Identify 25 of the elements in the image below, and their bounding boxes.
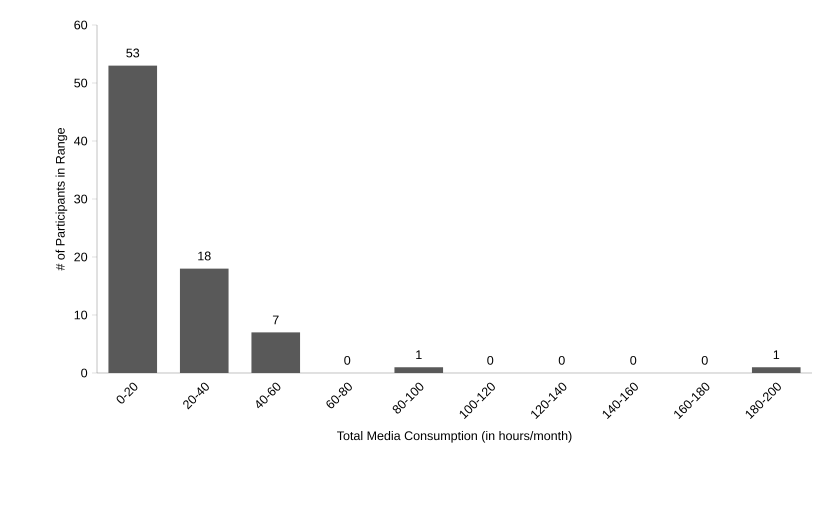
data-label: 18 xyxy=(198,252,211,260)
bar xyxy=(752,367,801,373)
data-label: 0 xyxy=(702,356,708,365)
y-tick-label: 20 xyxy=(74,252,88,262)
data-label: 7 xyxy=(272,316,279,324)
bar xyxy=(251,332,300,373)
bar xyxy=(108,66,158,373)
y-tick-label: 0 xyxy=(81,368,88,378)
bar xyxy=(394,367,444,373)
data-label: 0 xyxy=(630,356,636,365)
y-tick-label: 50 xyxy=(74,78,88,88)
data-label: 0 xyxy=(558,356,565,365)
data-label: 1 xyxy=(416,350,422,360)
y-tick-label: 30 xyxy=(74,194,88,204)
y-tick-label: 40 xyxy=(74,136,88,146)
bar xyxy=(180,268,229,373)
data-label: 0 xyxy=(487,356,494,365)
y-axis-title: # of Participants in Range xyxy=(56,128,68,271)
y-tick-label: 60 xyxy=(74,20,88,30)
y-tick-label: 10 xyxy=(74,310,88,320)
x-axis-title: Total Media Consumption (in hours/month) xyxy=(337,430,572,443)
x-tick-label: 0-20 xyxy=(116,382,138,404)
data-label: 53 xyxy=(126,48,140,58)
data-label: 0 xyxy=(344,356,350,365)
data-label: 1 xyxy=(774,350,780,360)
